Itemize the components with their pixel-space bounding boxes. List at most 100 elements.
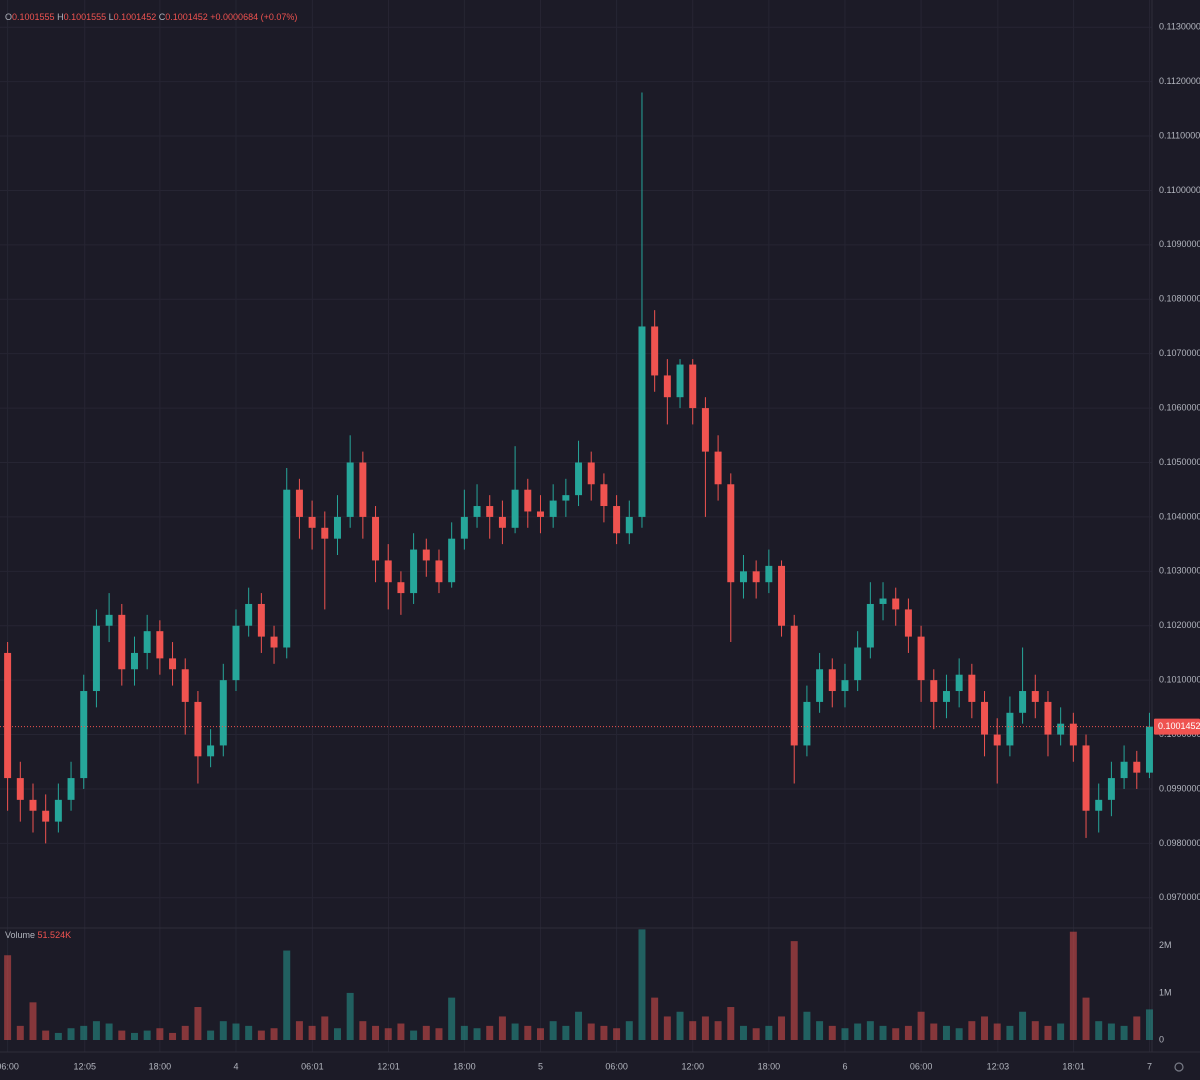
candle-body [993,734,1001,746]
volume-bar [1145,1009,1153,1040]
y-tick-label: 0.1130000 [1159,22,1200,32]
candle-body [676,364,684,398]
x-tick-label: 12:01 [377,1061,400,1071]
candle-body [714,451,722,485]
candle-body [498,516,506,528]
y-tick-label: 0.1030000 [1159,566,1200,576]
x-tick-label: 6 [842,1061,847,1071]
candle-body [42,810,50,822]
volume-bar [600,1025,608,1040]
candles [0,92,1153,844]
volume-bar [194,1007,202,1040]
candle-body [689,364,697,409]
volume-bar [42,1030,50,1040]
candle-body [562,495,570,501]
candle-body [638,326,646,517]
volume-bar [879,1025,887,1040]
candle-body [968,674,976,702]
volume-bar [232,1023,240,1040]
candle-body [866,603,874,648]
candle-body [1031,691,1039,702]
volume-bar [105,1023,113,1040]
volume-bar [625,1021,633,1040]
candle-body [257,603,265,637]
volume-bar [422,1025,430,1040]
volume-bar [524,1025,532,1040]
candle-body [156,631,164,659]
volume-bar [739,1025,747,1040]
candle-body [879,598,887,604]
legend-key: C [159,12,166,22]
volume-bar [397,1023,405,1040]
y-tick-label: 0.0990000 [1159,783,1200,793]
candle-body [955,674,963,692]
volume-bar [1133,1016,1141,1040]
last-price-tag [1154,718,1200,735]
volume-bar [790,941,798,1040]
volume-bar [892,1028,900,1040]
candle-body [473,506,481,517]
candle-body [904,609,912,637]
volume-bar [1107,1023,1115,1040]
candle-body [727,484,735,583]
y-tick-label: 0.1060000 [1159,402,1200,412]
x-tick-label: 18:00 [149,1061,172,1071]
x-tick-label: 18:00 [758,1061,781,1071]
legend-change: +0.0000684 (+0.07%) [210,12,297,22]
y-tick-label: 0.1040000 [1159,511,1200,521]
candle-body [29,799,37,811]
volume-bar [29,1002,37,1040]
candle-body [536,511,544,517]
volume-bar [587,1023,595,1040]
legend-key: O [5,12,12,22]
candle-body [207,745,215,757]
candle-body [270,636,278,648]
candle-body [1019,691,1027,713]
candle-body [130,652,138,670]
volume-bar [765,1025,773,1040]
volume-bar [54,1032,62,1040]
candle-body [333,516,341,539]
volume-bar [651,997,659,1040]
volume-bar [473,1028,481,1040]
candle-body [1145,726,1153,773]
candle-body [1069,723,1077,746]
y-tick-label: 0.1120000 [1159,76,1200,86]
candle-body [1057,723,1065,735]
y-tick-label: 0.0980000 [1159,838,1200,848]
x-tick-label: 06:01 [301,1061,324,1071]
volume-bar [372,1025,380,1040]
settings-icon[interactable] [1174,1062,1184,1072]
candle-body [80,691,88,779]
candle-body [752,571,760,583]
volume-bar [511,1023,519,1040]
x-tick-label: 4 [233,1061,238,1071]
candle-body [118,614,126,670]
candle-body [410,549,418,594]
settings-gear[interactable] [1174,1062,1184,1072]
volume-bar [207,1030,215,1040]
y-tick-label: 0.1050000 [1159,457,1200,467]
volume-bar [169,1032,177,1040]
volume-bar [803,1011,811,1040]
candle-body [613,506,621,534]
x-tick-label: 7 [1147,1061,1152,1071]
volume-bar [778,1016,786,1040]
x-tick-label: 06:00 [910,1061,933,1071]
candle-body [4,652,12,779]
volume-bar [638,929,646,1040]
candle-body [219,680,227,746]
candle-body [67,778,75,800]
candle-body [1133,761,1141,773]
volume-bar [1019,1011,1027,1040]
volume-bar [676,1011,684,1040]
legend-value: 0.1001555 [64,12,107,22]
candle-body [181,669,189,702]
volume-bar [67,1028,75,1040]
candle-body [384,560,392,583]
x-tick-label: 12:05 [73,1061,96,1071]
volume-bar [80,1025,88,1040]
y-tick-label: 0.1090000 [1159,239,1200,249]
candle-body [486,506,494,517]
